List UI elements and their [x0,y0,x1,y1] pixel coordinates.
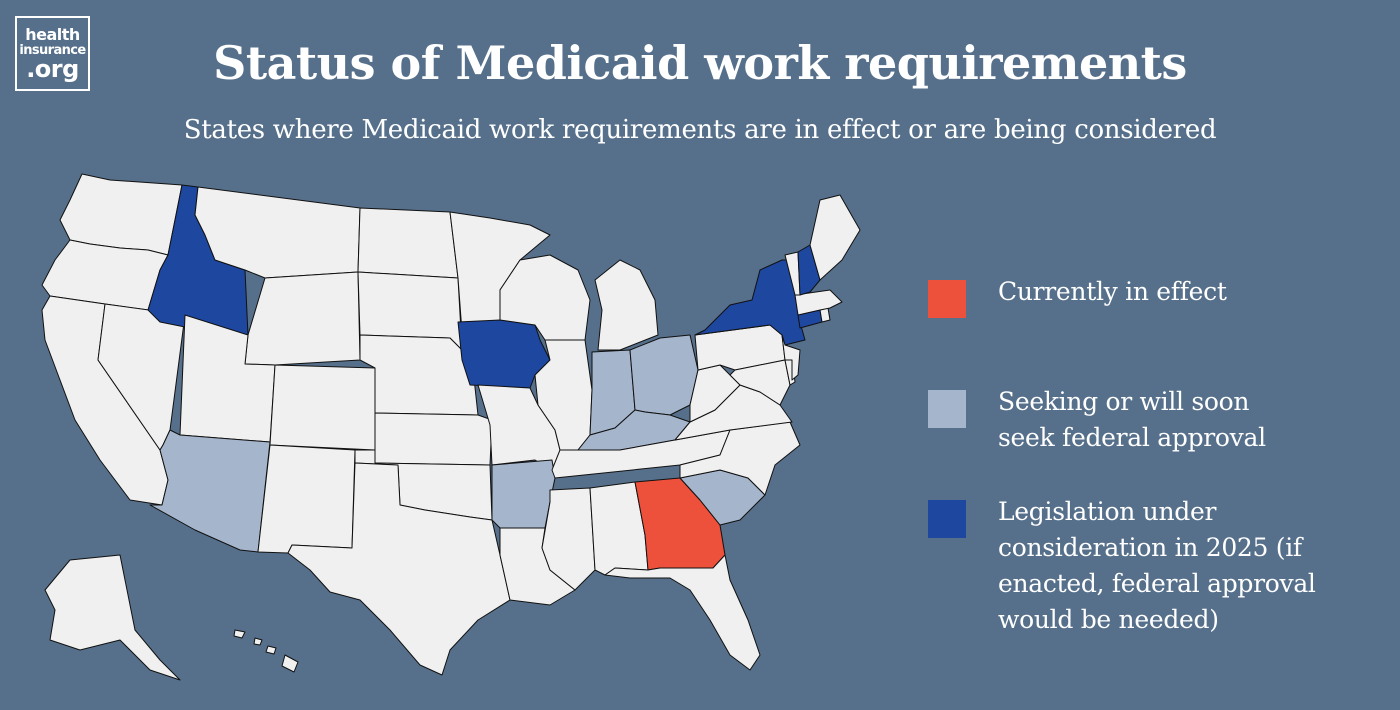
state-nc [679,421,801,496]
state-ma [794,289,843,316]
state-mi [594,259,659,351]
state-nj [781,334,801,381]
state-ar [491,459,556,529]
legend-label-in-effect: Currently in effect [998,274,1227,310]
page-subtitle: States where Medicaid work requirements … [183,115,1217,145]
state-nd [357,207,459,279]
legend-swatch-in-effect [928,280,966,318]
logo: health insurance .org [15,16,90,91]
state-md [729,359,791,406]
legend-line: would be needed) [998,605,1219,634]
logo-text-org: .org [26,54,79,83]
state-ks [374,412,493,466]
state-nh [797,244,821,296]
legend-line: consideration in 2025 (if [998,533,1302,562]
state-wy [244,271,361,366]
state-co [269,364,376,451]
state-ak [44,554,181,681]
state-nm [257,444,356,554]
legend-line: seek federal approval [998,423,1266,452]
legend-label-legislation: Legislation under consideration in 2025 … [998,494,1316,638]
legend-swatch-seeking-approval [928,390,966,428]
state-me [809,194,861,281]
legend-line: Legislation under [998,497,1217,526]
state-oh [629,334,699,416]
legend-label-seeking-approval: Seeking or will soon seek federal approv… [998,384,1266,456]
legend-line: Seeking or will soon [998,387,1250,416]
us-map [41,173,861,681]
state-tx [287,462,511,676]
legend-line: Currently in effect [998,277,1227,306]
logo-text-insurance: insurance [19,42,86,58]
legend-line: enacted, federal approval [998,569,1316,598]
legend-swatch-legislation [928,500,966,538]
state-az [149,429,271,553]
logo-text-health: health [25,24,80,44]
state-hi [233,629,299,673]
state-fl [604,554,761,671]
page-title: Status of Medicaid work requirements [213,36,1187,90]
